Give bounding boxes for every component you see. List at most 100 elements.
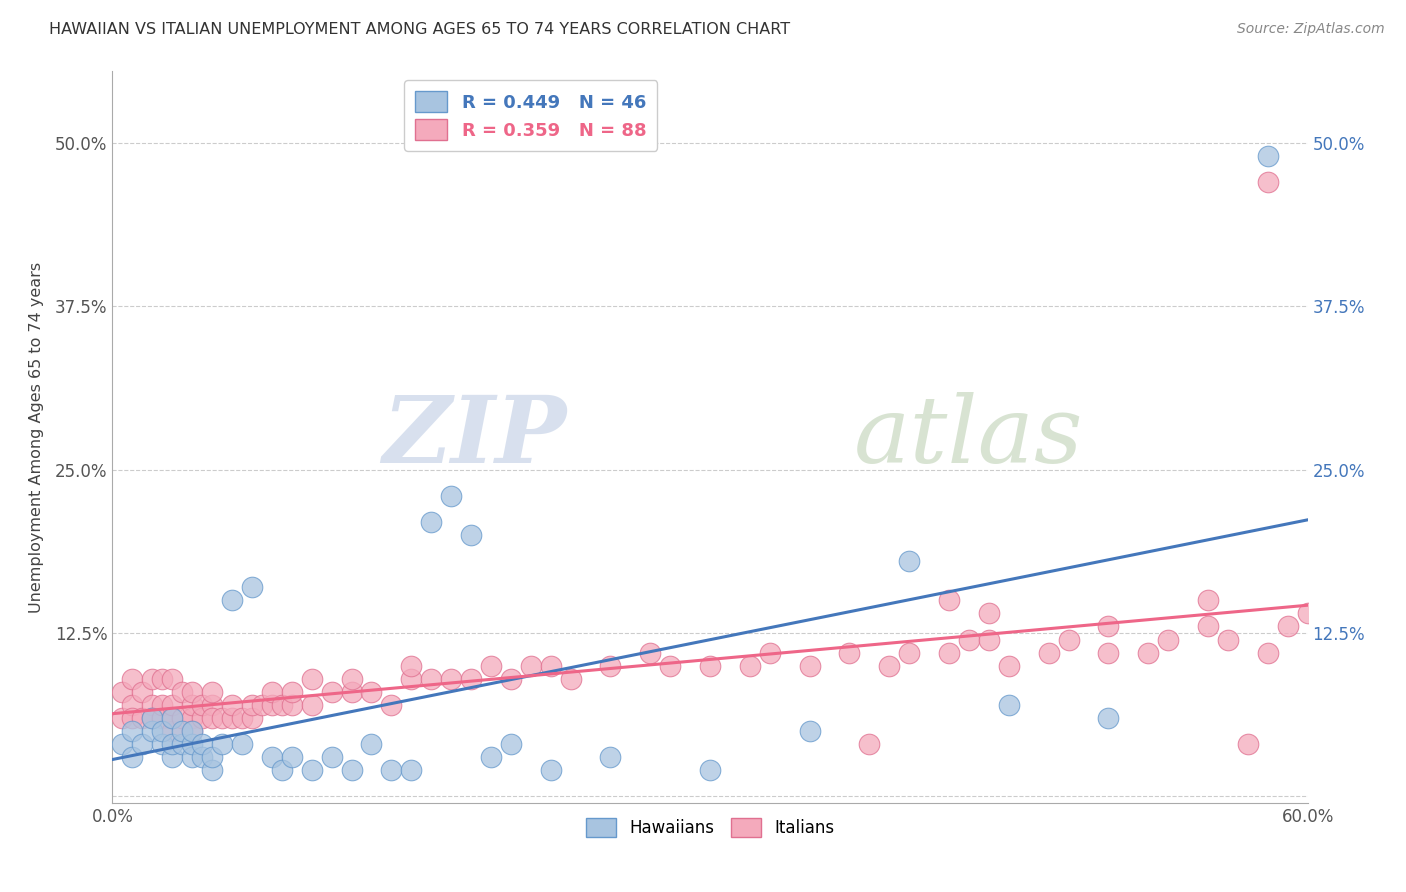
Point: [260, 685, 283, 699]
Point: [540, 658, 562, 673]
Point: [759, 646, 782, 660]
Point: [121, 750, 143, 764]
Point: [211, 737, 233, 751]
Point: [1257, 175, 1279, 189]
Point: [301, 763, 323, 777]
Point: [420, 672, 443, 686]
Point: [181, 723, 204, 738]
Point: [599, 750, 621, 764]
Point: [599, 658, 621, 673]
Text: HAWAIIAN VS ITALIAN UNEMPLOYMENT AMONG AGES 65 TO 74 YEARS CORRELATION CHART: HAWAIIAN VS ITALIAN UNEMPLOYMENT AMONG A…: [49, 22, 790, 37]
Point: [181, 698, 204, 712]
Point: [321, 750, 343, 764]
Point: [420, 515, 443, 529]
Point: [162, 711, 183, 725]
Point: [260, 750, 283, 764]
Point: [1237, 737, 1260, 751]
Point: [270, 763, 292, 777]
Point: [1197, 593, 1219, 607]
Point: [162, 672, 183, 686]
Point: [162, 723, 183, 738]
Point: [301, 698, 323, 712]
Point: [162, 750, 183, 764]
Point: [150, 672, 173, 686]
Point: [181, 737, 204, 751]
Point: [520, 658, 543, 673]
Point: [380, 763, 402, 777]
Point: [479, 658, 502, 673]
Point: [201, 763, 224, 777]
Point: [231, 711, 253, 725]
Point: [201, 698, 224, 712]
Point: [401, 658, 423, 673]
Point: [1097, 619, 1119, 633]
Point: [1277, 619, 1299, 633]
Point: [162, 737, 183, 751]
Point: [360, 685, 382, 699]
Point: [560, 672, 582, 686]
Point: [1157, 632, 1180, 647]
Point: [181, 685, 204, 699]
Point: [440, 672, 463, 686]
Point: [121, 698, 143, 712]
Point: [321, 685, 343, 699]
Point: [1257, 646, 1279, 660]
Point: [380, 698, 402, 712]
Point: [499, 672, 522, 686]
Point: [250, 698, 273, 712]
Point: [301, 672, 323, 686]
Point: [1257, 149, 1279, 163]
Point: [150, 698, 173, 712]
Point: [131, 737, 153, 751]
Text: ZIP: ZIP: [382, 392, 567, 482]
Point: [191, 750, 214, 764]
Point: [141, 711, 163, 725]
Point: [738, 658, 761, 673]
Point: [799, 658, 821, 673]
Point: [977, 607, 1000, 621]
Point: [111, 685, 134, 699]
Point: [240, 711, 263, 725]
Point: [191, 698, 214, 712]
Point: [240, 580, 263, 594]
Text: atlas: atlas: [853, 392, 1083, 482]
Point: [141, 711, 163, 725]
Point: [1038, 646, 1060, 660]
Point: [340, 672, 363, 686]
Point: [401, 672, 423, 686]
Point: [221, 711, 243, 725]
Point: [141, 698, 163, 712]
Point: [211, 711, 233, 725]
Point: [150, 737, 173, 751]
Point: [938, 593, 960, 607]
Point: [1296, 607, 1319, 621]
Y-axis label: Unemployment Among Ages 65 to 74 years: Unemployment Among Ages 65 to 74 years: [30, 261, 44, 613]
Text: Source: ZipAtlas.com: Source: ZipAtlas.com: [1237, 22, 1385, 37]
Point: [172, 711, 194, 725]
Point: [799, 723, 821, 738]
Point: [191, 737, 214, 751]
Point: [172, 723, 194, 738]
Point: [131, 685, 153, 699]
Point: [141, 723, 163, 738]
Point: [699, 763, 721, 777]
Point: [898, 554, 921, 568]
Point: [201, 750, 224, 764]
Point: [977, 632, 1000, 647]
Point: [957, 632, 980, 647]
Point: [340, 685, 363, 699]
Point: [270, 698, 292, 712]
Point: [172, 685, 194, 699]
Point: [121, 711, 143, 725]
Point: [938, 646, 960, 660]
Point: [1057, 632, 1080, 647]
Point: [401, 763, 423, 777]
Point: [1137, 646, 1160, 660]
Point: [998, 698, 1021, 712]
Point: [879, 658, 901, 673]
Point: [340, 763, 363, 777]
Point: [998, 658, 1021, 673]
Point: [499, 737, 522, 751]
Point: [231, 737, 253, 751]
Point: [111, 711, 134, 725]
